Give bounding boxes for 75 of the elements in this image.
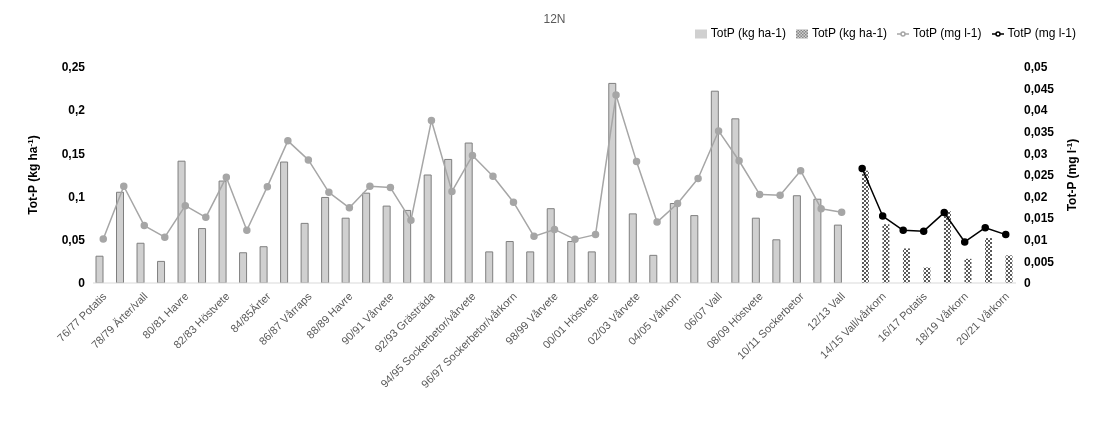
- y-tick-label: 0,2: [68, 103, 86, 118]
- point: [940, 208, 948, 217]
- point: [837, 208, 846, 216]
- bar: [902, 248, 910, 283]
- point: [345, 204, 354, 212]
- point: [407, 216, 415, 225]
- point: [694, 174, 702, 183]
- point: [161, 233, 169, 241]
- point: [858, 164, 866, 173]
- y-tick-label: 0,05: [61, 233, 86, 248]
- y2-tick-label: 0,045: [1024, 81, 1055, 96]
- bar: [861, 170, 869, 283]
- bar: [1005, 255, 1013, 283]
- point: [899, 226, 907, 235]
- point: [181, 201, 190, 210]
- point: [140, 221, 149, 230]
- point: [263, 182, 272, 191]
- y2-tick-label: 0,015: [1024, 211, 1055, 226]
- y2-tick-label: 0,025: [1024, 168, 1055, 183]
- point: [878, 212, 887, 220]
- point: [509, 198, 518, 206]
- point: [99, 235, 108, 243]
- point: [284, 137, 292, 145]
- y2-tick-label: 0,05: [1024, 60, 1048, 75]
- y2-tick-label: 0,01: [1024, 233, 1048, 248]
- point: [919, 227, 928, 235]
- point: [202, 213, 210, 222]
- y-tick-label: 0,1: [68, 189, 86, 204]
- point: [755, 190, 764, 199]
- bar: [882, 224, 890, 283]
- point: [571, 235, 579, 244]
- point: [632, 157, 641, 166]
- point: [386, 183, 395, 192]
- y2-tick-label: 0: [1024, 276, 1031, 291]
- y-tick-label: 0,15: [61, 146, 86, 161]
- legend-label: TotP (mg l-1): [913, 26, 982, 40]
- point: [796, 166, 805, 175]
- y-tick-label: 0: [78, 276, 86, 291]
- y2-tick-label: 0,035: [1024, 125, 1055, 140]
- point: [591, 230, 600, 239]
- point: [1001, 230, 1010, 239]
- bar: [923, 267, 931, 283]
- legend-label: TotP (mg l-1): [1007, 26, 1076, 40]
- chart-title: 12N: [542, 12, 567, 26]
- bar: [964, 258, 972, 283]
- point: [714, 127, 723, 135]
- y2-tick-label: 0,03: [1024, 146, 1048, 161]
- point: [468, 151, 477, 160]
- point: [817, 204, 825, 213]
- point: [673, 199, 682, 208]
- point: [550, 225, 559, 234]
- bar: [984, 238, 992, 283]
- point: [366, 182, 374, 190]
- point: [960, 238, 969, 246]
- y-tick-label: 0,25: [61, 60, 86, 75]
- point: [776, 191, 784, 200]
- point: [489, 172, 497, 181]
- legend-label: TotP (kg ha-1): [811, 26, 888, 40]
- point: [735, 156, 743, 165]
- point: [530, 232, 538, 241]
- y2-tick-label: 0,02: [1024, 189, 1048, 204]
- y2-tick-label: 0,04: [1024, 103, 1048, 118]
- point: [427, 116, 436, 125]
- point: [612, 91, 620, 99]
- bar: [943, 211, 951, 283]
- point: [243, 226, 251, 235]
- point: [325, 188, 333, 197]
- point: [304, 156, 313, 164]
- point: [448, 187, 456, 196]
- point: [981, 223, 989, 232]
- y2-tick-label: 0,005: [1024, 254, 1055, 269]
- legend-label: TotP (kg ha-1): [710, 26, 786, 40]
- point: [653, 218, 661, 226]
- point: [120, 182, 128, 190]
- point: [222, 173, 231, 181]
